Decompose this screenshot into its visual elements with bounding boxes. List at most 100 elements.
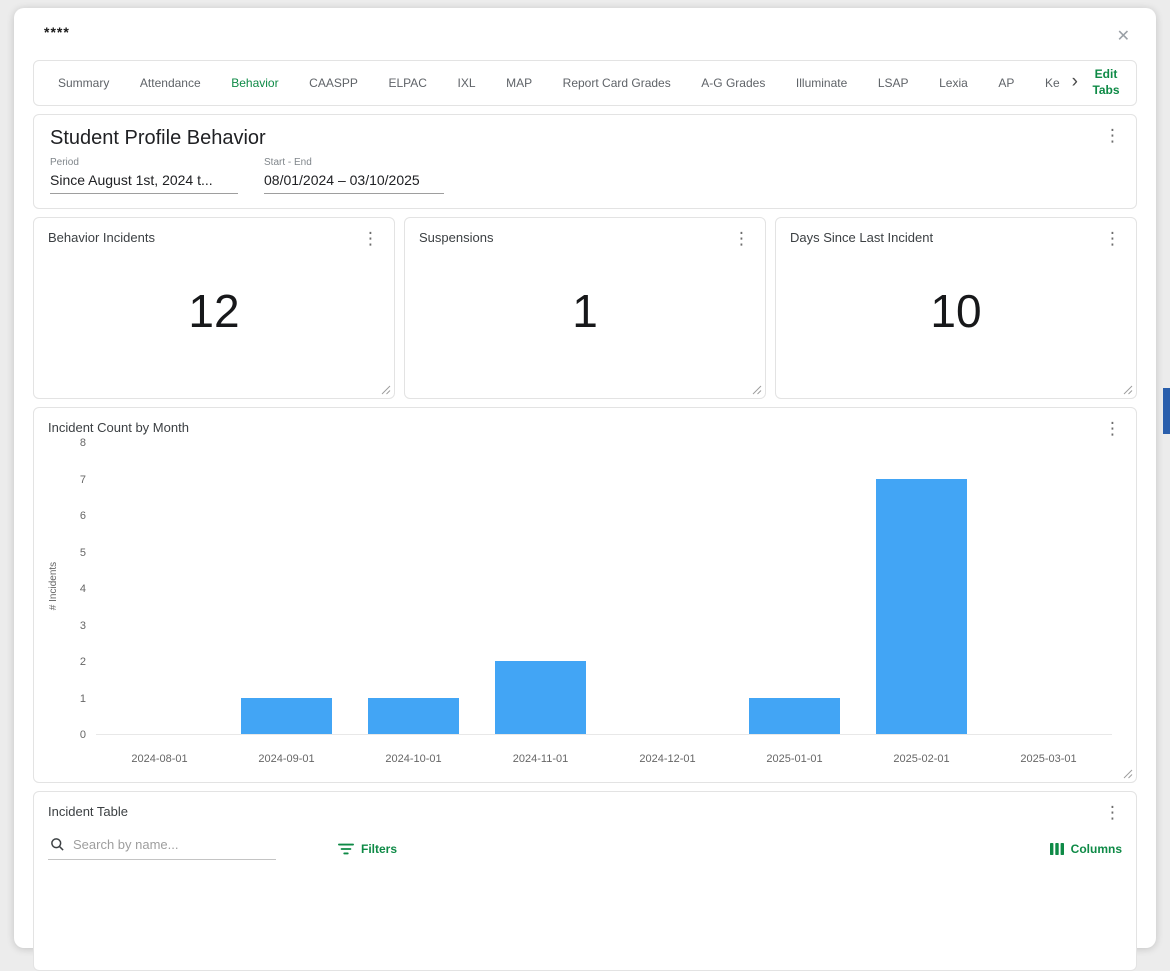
filters-label: Filters bbox=[361, 841, 398, 856]
y-tick-label: 1 bbox=[79, 692, 86, 705]
tab-behavior[interactable]: Behavior bbox=[229, 72, 280, 94]
tabs-scroll-right-icon[interactable]: › bbox=[1070, 72, 1088, 94]
bar bbox=[748, 697, 841, 734]
bar bbox=[494, 661, 587, 734]
y-tick-label: 2 bbox=[79, 656, 86, 668]
tab-lsap[interactable]: LSAP bbox=[877, 76, 909, 90]
resize-handle[interactable] bbox=[1123, 385, 1133, 395]
kpi-card: Behavior Incidents ⋮ 12 bbox=[33, 217, 395, 399]
bar-slot bbox=[223, 443, 350, 734]
kebab-menu-icon[interactable]: ⋮ bbox=[1097, 226, 1128, 251]
x-tick-label: 2025-03-01 bbox=[1020, 753, 1077, 765]
bar-slot bbox=[350, 443, 477, 734]
close-icon[interactable]: ✕ bbox=[1111, 24, 1136, 48]
chart-plot bbox=[96, 443, 1112, 735]
period-label: Period bbox=[50, 157, 79, 168]
y-axis-label: # Incidents bbox=[48, 562, 59, 611]
x-tick-label: 2025-01-01 bbox=[766, 753, 823, 765]
y-tick-label: 0 bbox=[79, 729, 86, 741]
y-tick-label: 4 bbox=[79, 583, 86, 595]
resize-handle[interactable] bbox=[1123, 769, 1133, 779]
period-field: Period Since August 1st, 2024 t... bbox=[50, 157, 238, 194]
kpi-card: Suspensions ⋮ 1 bbox=[404, 217, 766, 399]
x-tick-label: 2024-09-01 bbox=[258, 753, 315, 765]
bar-slot bbox=[858, 443, 985, 734]
kebab-menu-icon[interactable]: ⋮ bbox=[355, 226, 386, 251]
incident-chart-card: Incident Count by Month ⋮ # Incidents 0 1… bbox=[33, 407, 1137, 783]
date-range-field: Start - End 08/01/2024 – 03/10/2025 bbox=[264, 157, 444, 194]
incident-table-card: Incident Table ⋮ bbox=[33, 791, 1137, 971]
kpi-value: 12 bbox=[188, 284, 240, 337]
tab-elpac[interactable]: ELPAC bbox=[388, 76, 427, 90]
bar-slot bbox=[477, 443, 604, 734]
profile-filters: Period Since August 1st, 2024 t... Start… bbox=[50, 157, 1120, 194]
edit-tabs-button[interactable]: Edit Tabs bbox=[1088, 67, 1124, 98]
kpi-value: 10 bbox=[930, 284, 982, 337]
tab-bar-items: Summary Attendance Behavior CAASPP ELPAC IXL M… bbox=[56, 72, 1062, 94]
resize-handle[interactable] bbox=[752, 385, 762, 395]
x-tick-label: 2024-11-01 bbox=[512, 753, 569, 765]
chart-title: Incident Count by Month bbox=[48, 420, 189, 435]
resize-handle[interactable] bbox=[381, 385, 391, 395]
bar-chart: # Incidents 0 1 2 3 4 5 6 7 8 2024-08-01 2024-09-… bbox=[48, 437, 1122, 771]
date-range-input[interactable]: 08/01/2024 – 03/10/2025 bbox=[264, 171, 444, 194]
kebab-menu-icon[interactable]: ⋮ bbox=[1097, 123, 1128, 148]
bar bbox=[240, 697, 333, 734]
tab-ixl[interactable]: IXL bbox=[457, 76, 476, 90]
kebab-menu-icon[interactable]: ⋮ bbox=[1097, 800, 1128, 825]
modal-header: **** ✕ bbox=[14, 8, 1156, 48]
search-box bbox=[48, 837, 276, 860]
tab-ke[interactable]: Ke bbox=[1044, 76, 1060, 90]
page-title: Student Profile Behavior bbox=[50, 127, 266, 149]
kebab-menu-icon[interactable]: ⋮ bbox=[1097, 416, 1128, 441]
y-tick-label: 7 bbox=[79, 473, 86, 486]
scrollbar-thumb[interactable] bbox=[1163, 388, 1170, 434]
chart-x-labels: 2024-08-01 2024-09-01 2024-10-01 2024-11-01… bbox=[96, 753, 1112, 765]
y-tick-label: 3 bbox=[79, 619, 86, 632]
kpi-title: Days Since Last Incident bbox=[790, 230, 934, 245]
filter-icon bbox=[338, 842, 354, 856]
table-title: Incident Table bbox=[48, 804, 128, 819]
y-tick-label: 6 bbox=[79, 510, 86, 522]
filters-button[interactable]: Filters bbox=[338, 842, 397, 856]
kpi-value: 1 bbox=[572, 284, 598, 337]
x-tick-label: 2024-10-01 bbox=[385, 753, 442, 765]
tab-map[interactable]: MAP bbox=[506, 76, 533, 90]
columns-icon bbox=[1049, 842, 1064, 855]
x-tick-label: 2025-02-01 bbox=[893, 753, 950, 765]
bar-slot bbox=[96, 443, 223, 734]
kpi-row: Behavior Incidents ⋮ 12 Suspensions ⋮ 1 Days S… bbox=[33, 217, 1137, 399]
tab-report-card-grades[interactable]: Report Card Grades bbox=[562, 76, 671, 90]
y-tick-label: 5 bbox=[79, 546, 86, 559]
bar bbox=[875, 479, 968, 734]
tab-caaspp[interactable]: CAASPP bbox=[309, 76, 358, 90]
date-range-label: Start - End bbox=[264, 157, 312, 168]
period-select[interactable]: Since August 1st, 2024 t... bbox=[50, 171, 238, 194]
tab-bar: Summary Attendance Behavior CAASPP ELPAC IXL M… bbox=[33, 60, 1137, 106]
search-input[interactable] bbox=[73, 837, 274, 852]
tab-a-g-grades[interactable]: A-G Grades bbox=[701, 76, 766, 90]
chart-y-axis: 0 1 2 3 4 5 6 7 8 bbox=[62, 437, 90, 741]
columns-label: Columns bbox=[1070, 841, 1122, 856]
kpi-title: Behavior Incidents bbox=[48, 230, 155, 245]
bar bbox=[367, 697, 460, 734]
kebab-menu-icon[interactable]: ⋮ bbox=[726, 226, 757, 251]
tab-illuminate[interactable]: Illuminate bbox=[795, 76, 848, 90]
y-tick-label: 8 bbox=[79, 437, 86, 449]
bar-slot bbox=[604, 443, 731, 734]
tab-summary[interactable]: Summary bbox=[58, 76, 110, 90]
columns-button[interactable]: Columns bbox=[1049, 841, 1122, 856]
search-icon bbox=[50, 837, 65, 852]
x-tick-label: 2024-12-01 bbox=[639, 753, 696, 765]
kpi-card: Days Since Last Incident ⋮ 10 bbox=[775, 217, 1137, 399]
kpi-title: Suspensions bbox=[419, 230, 494, 245]
student-profile-modal: **** ✕ Summary Attendance Behavior CAASPP EL… bbox=[14, 8, 1156, 971]
tab-attendance[interactable]: Attendance bbox=[139, 76, 201, 90]
tab-lexia[interactable]: Lexia bbox=[939, 76, 968, 90]
modal-content: Summary Attendance Behavior CAASPP ELPAC IXL M… bbox=[14, 48, 1156, 971]
profile-header-card: Student Profile Behavior ⋮ Period Since … bbox=[33, 114, 1137, 209]
bar-slot bbox=[731, 443, 858, 734]
tab-ap[interactable]: AP bbox=[998, 76, 1015, 90]
student-name-title: **** bbox=[44, 24, 70, 40]
x-tick-label: 2024-08-01 bbox=[131, 753, 188, 765]
